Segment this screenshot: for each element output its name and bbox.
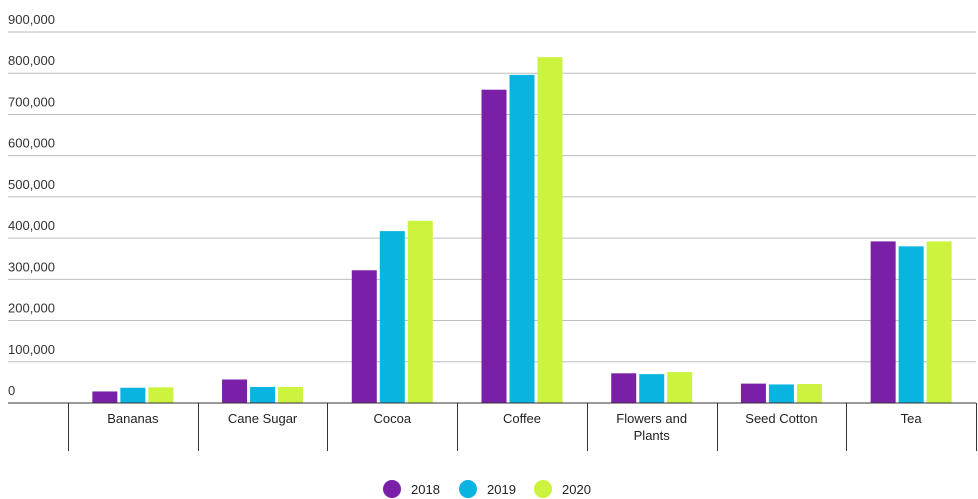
bar-2018-tea <box>870 241 896 403</box>
bar-2020-flowers-and-plants <box>667 372 693 403</box>
x-tick-label: Flowers and Plants <box>616 411 687 443</box>
bar-2020-tea <box>926 241 952 403</box>
bar-2020-cocoa <box>407 220 433 403</box>
legend-swatch-2020 <box>534 480 552 498</box>
legend-label: 2018 <box>411 482 440 497</box>
x-tick-label: Tea <box>901 411 923 426</box>
bar-2018-cocoa <box>351 270 377 403</box>
bar-2020-seed-cotton <box>796 384 822 403</box>
bar-2019-cocoa <box>379 231 405 403</box>
y-tick-label: 500,000 <box>8 177 55 192</box>
y-tick-label: 300,000 <box>8 259 55 274</box>
bar-2018-flowers-and-plants <box>611 373 637 403</box>
bar-2018-bananas <box>92 391 118 403</box>
bar-2020-cane-sugar <box>278 386 304 403</box>
bar-2019-cane-sugar <box>250 386 276 403</box>
y-tick-label: 0 <box>8 383 15 398</box>
y-axis-tick-labels: 0 100,000 200,000 300,000 400,000 500,000 600,… <box>8 12 55 398</box>
y-tick-label: 900,000 <box>8 12 55 27</box>
bars <box>92 57 952 404</box>
x-tick-label: Seed Cotton <box>745 411 817 426</box>
bar-2019-seed-cotton <box>768 384 794 403</box>
legend-label: 2019 <box>487 482 516 497</box>
x-tick-label: Coffee <box>503 411 541 426</box>
y-tick-label: 700,000 <box>8 94 55 109</box>
bar-2018-seed-cotton <box>740 383 766 403</box>
y-tick-label: 400,000 <box>8 218 55 233</box>
bar-2019-bananas <box>120 387 146 403</box>
x-tick-label: Cocoa <box>373 411 411 426</box>
x-tick-label: Cane Sugar <box>228 411 298 426</box>
y-tick-label: 100,000 <box>8 342 55 357</box>
y-tick-label: 200,000 <box>8 301 55 316</box>
legend-swatch-2018 <box>383 480 401 498</box>
y-tick-label: 600,000 <box>8 136 55 151</box>
bar-2019-coffee <box>509 74 535 404</box>
bar-2018-coffee <box>481 89 507 403</box>
y-tick-label: 800,000 <box>8 53 55 68</box>
bar-2019-tea <box>898 246 924 403</box>
legend-swatch-2019 <box>459 480 477 498</box>
legend: 2018 2019 2020 <box>383 480 591 498</box>
bar-2020-coffee <box>537 57 563 403</box>
legend-label: 2020 <box>562 482 591 497</box>
x-tick-label: Bananas <box>107 411 159 426</box>
x-axis: Bananas Cane Sugar Cocoa Coffee Flowers and P… <box>8 402 977 451</box>
bar-2018-cane-sugar <box>222 379 248 403</box>
bar-2019-flowers-and-plants <box>639 374 665 403</box>
bar-2020-bananas <box>148 387 174 403</box>
